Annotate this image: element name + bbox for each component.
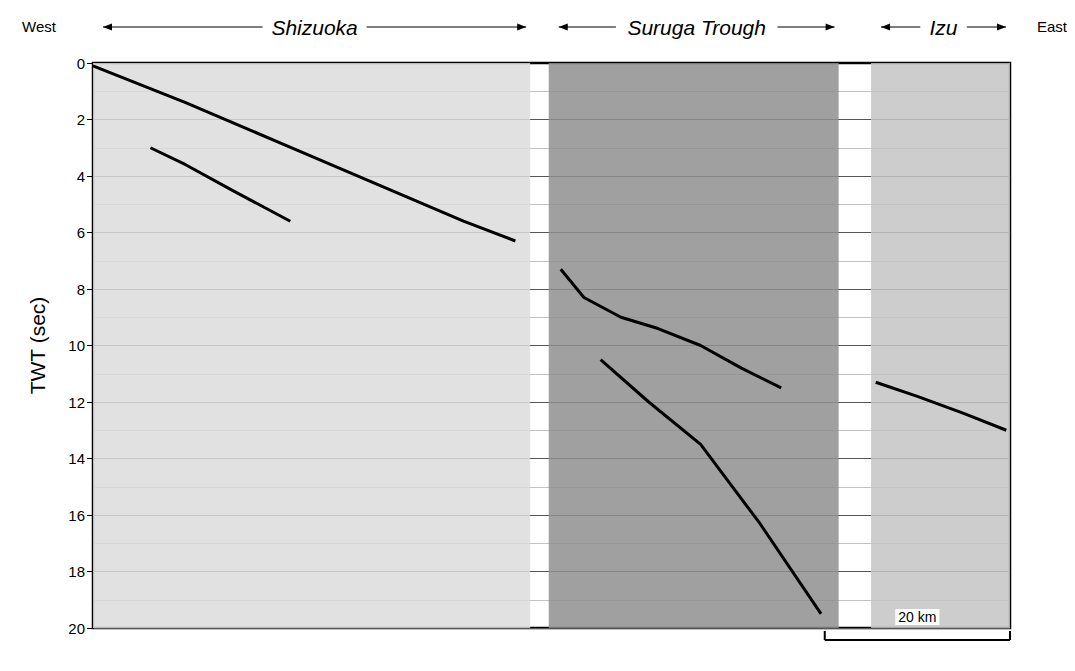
svg-text:10: 10	[68, 337, 85, 354]
svg-text:4: 4	[77, 168, 85, 185]
svg-text:0: 0	[77, 55, 85, 72]
svg-text:16: 16	[68, 507, 85, 524]
svg-text:18: 18	[68, 563, 85, 580]
svg-text:East: East	[1037, 18, 1068, 35]
svg-text:6: 6	[77, 224, 85, 241]
svg-text:8: 8	[77, 281, 85, 298]
svg-text:Izu: Izu	[930, 16, 958, 39]
svg-text:20 km: 20 km	[898, 609, 936, 625]
svg-text:TWT (sec): TWT (sec)	[26, 297, 49, 395]
svg-text:20: 20	[68, 620, 85, 637]
svg-text:2: 2	[77, 111, 85, 128]
svg-text:Shizuoka: Shizuoka	[271, 16, 357, 39]
svg-text:West: West	[22, 18, 57, 35]
svg-text:14: 14	[68, 450, 85, 467]
svg-text:Suruga Trough: Suruga Trough	[627, 16, 766, 39]
svg-text:12: 12	[68, 394, 85, 411]
